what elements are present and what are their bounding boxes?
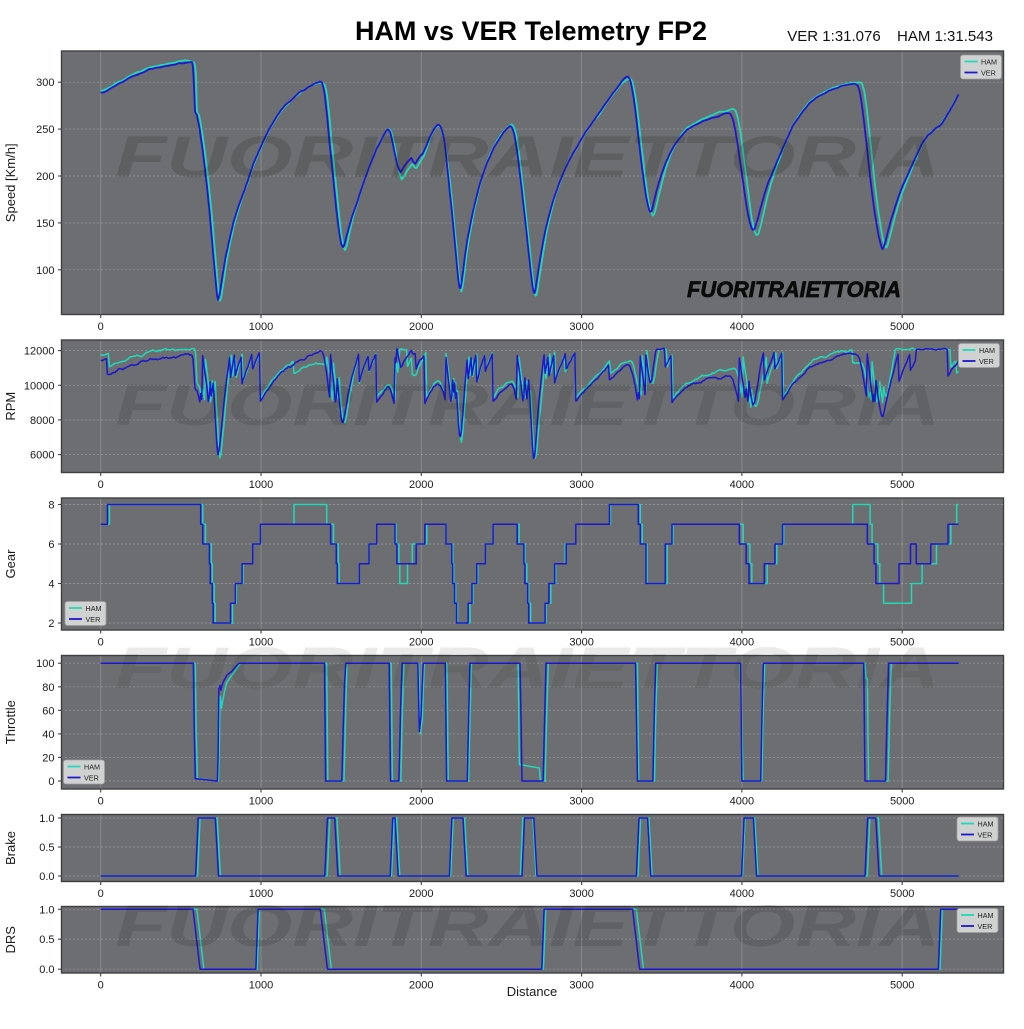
svg-text:80: 80 — [42, 682, 54, 694]
svg-text:1000: 1000 — [249, 888, 273, 900]
svg-text:5000: 5000 — [890, 888, 914, 900]
svg-text:2000: 2000 — [409, 637, 433, 649]
svg-text:1000: 1000 — [249, 637, 273, 649]
svg-text:3000: 3000 — [569, 980, 593, 992]
svg-text:5000: 5000 — [890, 479, 914, 491]
svg-text:3000: 3000 — [569, 479, 593, 491]
svg-text:FUORITRAIETTORIA: FUORITRAIETTORIA — [687, 277, 901, 302]
svg-text:VER 1:31.076: VER 1:31.076 — [787, 28, 880, 45]
svg-text:VER: VER — [981, 69, 996, 78]
svg-text:HAM: HAM — [978, 820, 994, 829]
svg-text:Brake: Brake — [3, 831, 18, 865]
svg-text:0: 0 — [98, 637, 104, 649]
svg-text:4: 4 — [48, 579, 54, 591]
svg-text:3000: 3000 — [569, 796, 593, 808]
svg-text:Speed [Km/h]: Speed [Km/h] — [3, 143, 18, 222]
svg-text:2000: 2000 — [409, 980, 433, 992]
svg-text:0: 0 — [48, 776, 54, 788]
svg-text:12000: 12000 — [24, 346, 55, 358]
svg-text:VER: VER — [979, 357, 994, 366]
svg-text:RPM: RPM — [3, 392, 18, 421]
svg-text:1.0: 1.0 — [39, 813, 54, 825]
svg-text:4000: 4000 — [730, 888, 754, 900]
svg-text:VER: VER — [84, 774, 99, 783]
svg-text:HAM 1:31.543: HAM 1:31.543 — [897, 28, 993, 45]
svg-text:6000: 6000 — [30, 450, 54, 462]
svg-text:Throttle: Throttle — [3, 700, 18, 744]
svg-text:2000: 2000 — [409, 796, 433, 808]
svg-text:0: 0 — [98, 796, 104, 808]
svg-text:HAM: HAM — [981, 58, 997, 67]
svg-text:HAM: HAM — [86, 604, 102, 613]
svg-text:FUORITRAIETTORIA: FUORITRAIETTORIA — [115, 636, 940, 701]
svg-text:HAM: HAM — [84, 763, 100, 772]
svg-text:FUORITRAIETTORIA: FUORITRAIETTORIA — [115, 894, 940, 959]
svg-text:2000: 2000 — [409, 479, 433, 491]
svg-text:0.0: 0.0 — [39, 871, 54, 883]
svg-text:HAM: HAM — [978, 911, 994, 920]
svg-text:VER: VER — [86, 615, 101, 624]
svg-text:200: 200 — [36, 171, 54, 183]
svg-text:4000: 4000 — [730, 980, 754, 992]
svg-text:8000: 8000 — [30, 415, 54, 427]
svg-text:HAM vs VER Telemetry FP2: HAM vs VER Telemetry FP2 — [355, 16, 707, 46]
svg-text:DRS: DRS — [3, 926, 18, 954]
svg-text:0.5: 0.5 — [39, 934, 54, 946]
svg-text:5000: 5000 — [890, 796, 914, 808]
svg-text:250: 250 — [36, 124, 54, 136]
svg-text:1000: 1000 — [249, 796, 273, 808]
svg-text:VER: VER — [978, 831, 993, 840]
svg-text:40: 40 — [42, 729, 54, 741]
svg-text:HAM: HAM — [979, 346, 995, 355]
svg-text:8: 8 — [48, 500, 54, 512]
svg-text:0.5: 0.5 — [39, 842, 54, 854]
svg-text:0.0: 0.0 — [39, 964, 54, 976]
svg-text:3000: 3000 — [569, 888, 593, 900]
svg-text:0: 0 — [98, 980, 104, 992]
svg-text:0: 0 — [98, 888, 104, 900]
svg-text:FUORITRAIETTORIA: FUORITRAIETTORIA — [115, 373, 940, 438]
svg-text:5000: 5000 — [890, 321, 914, 333]
svg-text:1000: 1000 — [249, 479, 273, 491]
svg-text:5000: 5000 — [890, 980, 914, 992]
svg-text:300: 300 — [36, 77, 54, 89]
svg-text:150: 150 — [36, 218, 54, 230]
svg-text:2: 2 — [48, 618, 54, 630]
svg-text:6: 6 — [48, 539, 54, 551]
svg-text:10000: 10000 — [24, 380, 55, 392]
svg-text:FUORITRAIETTORIA: FUORITRAIETTORIA — [115, 125, 940, 190]
svg-text:1000: 1000 — [249, 321, 273, 333]
svg-text:0: 0 — [98, 321, 104, 333]
svg-text:60: 60 — [42, 705, 54, 717]
svg-text:100: 100 — [36, 658, 54, 670]
svg-text:VER: VER — [978, 922, 993, 931]
svg-text:4000: 4000 — [730, 637, 754, 649]
svg-text:100: 100 — [36, 265, 54, 277]
svg-text:4000: 4000 — [730, 796, 754, 808]
svg-text:3000: 3000 — [569, 321, 593, 333]
svg-text:0: 0 — [98, 479, 104, 491]
svg-text:Distance: Distance — [507, 984, 558, 999]
svg-text:3000: 3000 — [569, 637, 593, 649]
svg-text:2000: 2000 — [409, 888, 433, 900]
svg-text:1000: 1000 — [249, 980, 273, 992]
svg-text:1.0: 1.0 — [39, 904, 54, 916]
svg-text:2000: 2000 — [409, 321, 433, 333]
svg-text:4000: 4000 — [730, 321, 754, 333]
svg-text:5000: 5000 — [890, 637, 914, 649]
svg-text:4000: 4000 — [730, 479, 754, 491]
svg-text:Gear: Gear — [3, 549, 18, 579]
svg-text:20: 20 — [42, 752, 54, 764]
